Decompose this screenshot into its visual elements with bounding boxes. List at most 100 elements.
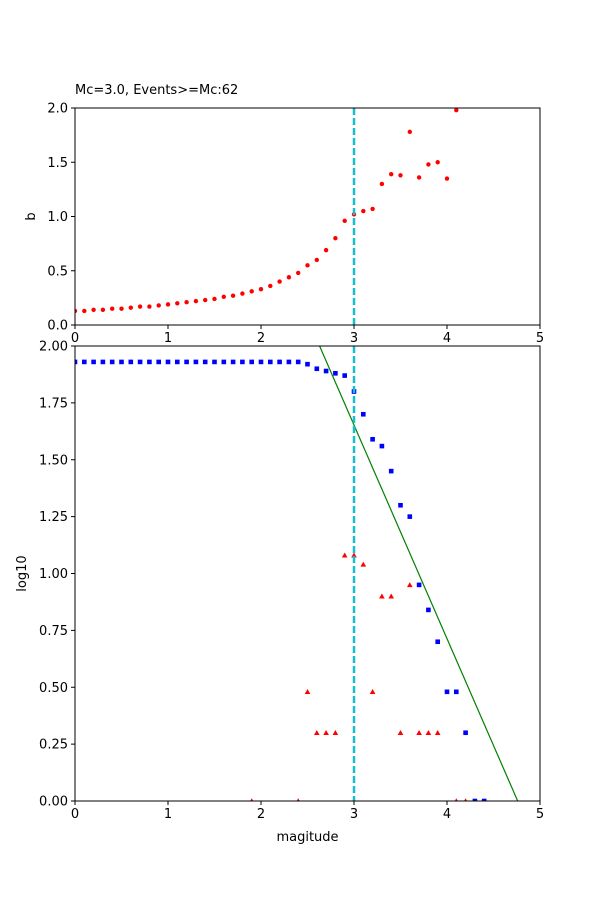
data-point-noncumulative: [323, 729, 329, 735]
data-point-cumulative: [137, 359, 143, 365]
data-point: [249, 289, 254, 294]
data-point: [203, 297, 208, 303]
data-point-cumulative: [463, 730, 468, 736]
data-point: [296, 270, 301, 276]
x-tick-label: 1: [164, 331, 172, 346]
x-tick-label: 0: [71, 331, 79, 346]
data-point-cumulative: [100, 359, 106, 365]
data-point: [175, 301, 180, 306]
data-point-noncumulative: [434, 729, 441, 735]
data-point-noncumulative: [332, 729, 339, 735]
data-point-cumulative: [370, 436, 375, 442]
data-point-noncumulative: [351, 552, 357, 558]
data-point-noncumulative: [379, 593, 385, 599]
data-point-cumulative: [379, 443, 385, 449]
x-tick-label: 2: [257, 331, 265, 346]
data-point-cumulative: [407, 514, 413, 519]
data-point: [379, 181, 385, 187]
data-point-cumulative: [454, 689, 459, 695]
data-point-cumulative: [258, 359, 264, 365]
data-point: [156, 303, 161, 308]
data-point-cumulative: [333, 371, 338, 376]
data-point-noncumulative: [464, 798, 468, 801]
data-point: [323, 247, 329, 253]
x-tick-label: 4: [443, 331, 451, 346]
data-point: [444, 176, 450, 181]
y-tick-label: 1.25: [39, 510, 68, 525]
y-tick-label: 1.00: [39, 567, 68, 582]
fit-line: [319, 346, 519, 801]
data-point-cumulative: [193, 359, 199, 365]
x-tick-label: 4: [443, 807, 451, 822]
data-point-noncumulative: [425, 729, 432, 735]
y-tick-label: 0.25: [39, 738, 68, 753]
y-tick-label: 0.75: [39, 624, 68, 639]
data-point: [389, 171, 394, 177]
data-point: [82, 308, 87, 314]
data-point-noncumulative: [369, 689, 376, 695]
data-point: [370, 206, 375, 212]
data-point-cumulative: [156, 359, 161, 365]
data-point-noncumulative: [360, 561, 367, 567]
data-point-cumulative: [426, 607, 431, 613]
data-point-cumulative: [342, 373, 347, 378]
x-tick-label: 3: [350, 807, 358, 822]
data-point-cumulative: [249, 359, 254, 365]
chart-title: Mc=3.0, Events>=Mc:62: [75, 83, 238, 98]
data-point-noncumulative: [314, 729, 320, 735]
data-point-cumulative: [268, 359, 273, 365]
data-point-cumulative: [361, 411, 366, 417]
data-point: [100, 307, 106, 313]
data-point-cumulative: [165, 359, 171, 365]
data-point-noncumulative: [416, 729, 422, 735]
plot-marks: [75, 108, 459, 314]
data-point-cumulative: [286, 359, 292, 365]
data-point-cumulative: [175, 359, 180, 365]
data-point-noncumulative: [304, 689, 311, 695]
data-point: [426, 162, 431, 167]
x-tick-label: 5: [536, 331, 544, 346]
data-point-cumulative: [109, 359, 115, 365]
data-point: [268, 283, 273, 289]
data-point-noncumulative: [250, 798, 254, 801]
data-point-noncumulative: [341, 552, 348, 558]
data-point: [91, 307, 96, 313]
y-tick-label: 1.5: [47, 156, 68, 171]
data-point-noncumulative: [454, 798, 458, 801]
data-point: [277, 279, 282, 284]
data-point-cumulative: [416, 582, 422, 588]
data-point-cumulative: [472, 798, 478, 801]
data-point: [454, 108, 459, 113]
data-point-cumulative: [202, 359, 208, 365]
data-point-cumulative: [212, 359, 217, 365]
data-point-cumulative: [388, 468, 394, 474]
data-point-cumulative: [91, 359, 96, 365]
data-point: [230, 293, 236, 298]
data-point: [165, 302, 171, 307]
data-point-noncumulative: [388, 593, 394, 599]
data-point: [416, 175, 422, 180]
data-point: [305, 263, 310, 268]
data-point-noncumulative: [407, 582, 413, 588]
data-point-cumulative: [323, 368, 329, 374]
data-point-cumulative: [119, 359, 124, 365]
x-tick-label: 0: [71, 807, 79, 822]
data-point: [128, 305, 133, 310]
data-point-cumulative: [277, 359, 282, 365]
data-point: [407, 129, 412, 135]
data-point-cumulative: [230, 359, 236, 365]
y-tick-label: 1.0: [47, 210, 68, 225]
x-tick-label: 1: [164, 807, 172, 822]
data-point-cumulative: [305, 361, 310, 367]
y-tick-label: 0.50: [39, 681, 68, 696]
data-point-cumulative: [82, 359, 87, 365]
data-point: [147, 304, 152, 309]
x-axis-label: magitude: [276, 830, 338, 845]
data-point: [314, 257, 319, 263]
data-point: [75, 308, 78, 314]
data-point: [286, 275, 292, 280]
data-point-cumulative: [444, 689, 450, 695]
data-point-noncumulative: [397, 729, 404, 735]
data-point-cumulative: [481, 798, 487, 801]
